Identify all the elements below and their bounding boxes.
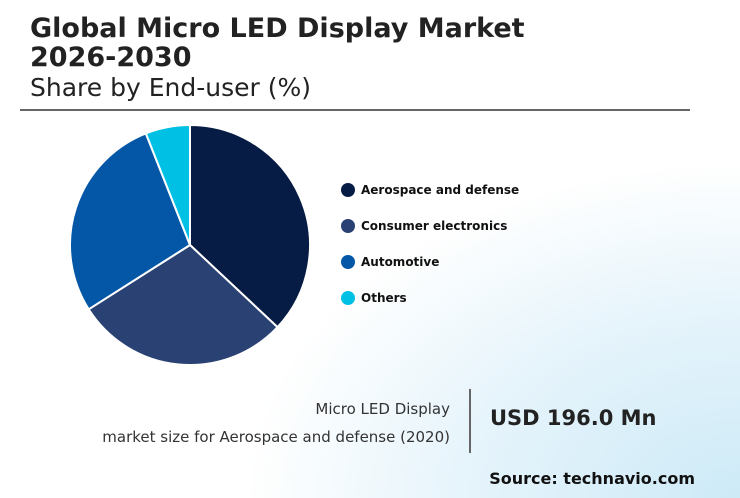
- stat-label-line-2: market size for Aerospace and defense (2…: [102, 428, 450, 446]
- legend-swatch-icon: [341, 219, 355, 233]
- legend-item: Others: [341, 280, 519, 316]
- legend-label: Aerospace and defense: [361, 183, 520, 197]
- chart-title: Global Micro LED Display Market 2026-203…: [30, 14, 525, 72]
- legend-label: Others: [361, 291, 407, 305]
- legend-item: Automotive: [341, 244, 519, 280]
- chart-subtitle: Share by End-user (%): [30, 73, 311, 102]
- stat-divider: [469, 389, 471, 453]
- pie-slice-automotive: [69, 132, 192, 311]
- stat-value: USD 196.0 Mn: [490, 406, 657, 430]
- legend-swatch-icon: [341, 255, 355, 269]
- title-line-2: 2026-2030: [30, 42, 192, 73]
- legend-swatch-icon: [341, 183, 355, 197]
- header-divider: [20, 109, 690, 111]
- title-line-1: Global Micro LED Display Market: [30, 13, 525, 44]
- pie-slice-aerospace-and-defense: [189, 123, 311, 329]
- pie-slice-consumer-electronics: [87, 243, 279, 366]
- legend: Aerospace and defense Consumer electronic…: [341, 172, 519, 316]
- stat-label-line-1: Micro LED Display: [315, 400, 450, 418]
- pie-slice-others: [144, 123, 191, 246]
- legend-label: Automotive: [361, 255, 440, 269]
- legend-label: Consumer electronics: [361, 219, 508, 233]
- source-credit: Source: technavio.com: [489, 469, 695, 488]
- legend-item: Aerospace and defense: [341, 172, 519, 208]
- legend-item: Consumer electronics: [341, 208, 519, 244]
- legend-swatch-icon: [341, 291, 355, 305]
